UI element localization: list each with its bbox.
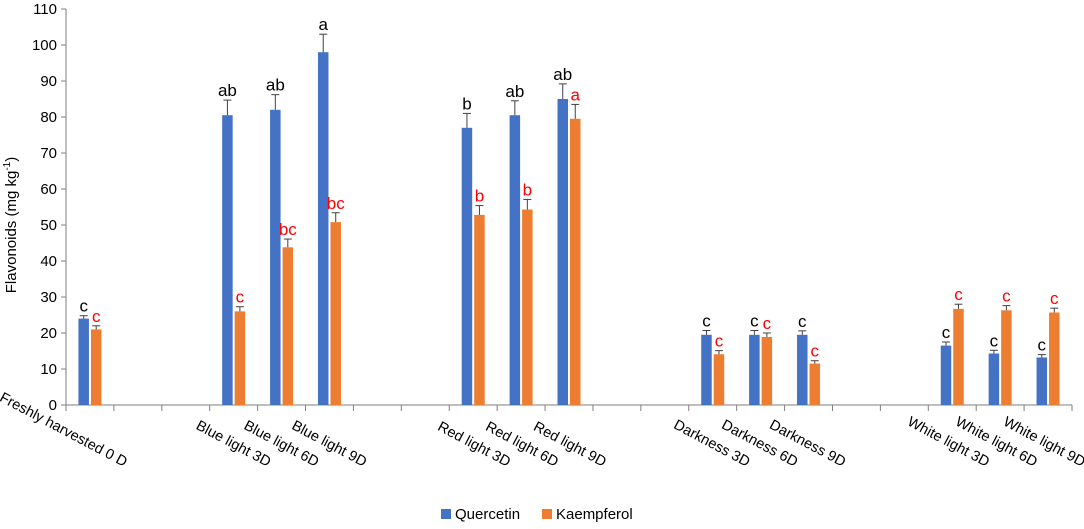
quercetin-bar [701, 334, 712, 405]
quercetin-significance-label: ab [218, 81, 237, 100]
kaempferol-bar [330, 222, 341, 405]
quercetin-bar [797, 334, 808, 405]
kaempferol-bar [1001, 310, 1012, 405]
y-tick-label: 110 [33, 1, 57, 18]
y-tick-label: 90 [40, 73, 57, 90]
legend-swatch-kaempferol [542, 509, 552, 519]
quercetin-significance-label: c [79, 297, 88, 316]
quercetin-bar [222, 115, 233, 405]
kaempferol-significance-label: a [571, 85, 581, 104]
quercetin-significance-label: c [798, 312, 807, 331]
kaempferol-bar [474, 214, 485, 405]
kaempferol-significance-label: c [954, 285, 963, 304]
bars-layer [78, 33, 1060, 406]
legend: Quercetin Kaempferol [441, 506, 633, 523]
quercetin-significance-label: c [750, 311, 759, 330]
kaempferol-bar [90, 329, 102, 405]
y-tick-label: 40 [40, 253, 57, 270]
y-axis-title: Flavonoids (mg kg-1) [2, 157, 20, 293]
quercetin-significance-label: c [1038, 336, 1047, 355]
y-tick-label: 100 [32, 37, 57, 54]
quercetin-significance-label: b [462, 94, 471, 113]
quercetin-bar [461, 127, 473, 406]
axes: 0 10 20 30 40 50 60 70 80 90 100 110 [32, 1, 1073, 414]
kaempferol-bar [809, 363, 821, 405]
quercetin-bar [1036, 357, 1048, 405]
quercetin-significance-label: a [318, 15, 328, 34]
quercetin-bar [988, 353, 1000, 405]
y-axis-title-close: ) [3, 157, 20, 162]
y-tick-label: 70 [40, 145, 57, 162]
kaempferol-significance-label: bc [327, 194, 345, 213]
quercetin-bar [317, 52, 329, 405]
legend-label-quercetin: Quercetin [455, 506, 520, 523]
kaempferol-significance-label: c [811, 342, 820, 361]
kaempferol-significance-label: b [475, 187, 484, 206]
quercetin-significance-label: c [942, 323, 951, 342]
quercetin-bar [940, 345, 952, 405]
y-tick-label: 60 [40, 181, 57, 198]
quercetin-bar [557, 99, 568, 405]
kaempferol-significance-label: c [763, 314, 772, 333]
kaempferol-bar [570, 118, 581, 406]
kaempferol-bar [761, 336, 773, 405]
kaempferol-significance-label: c [1050, 289, 1059, 308]
kaempferol-significance-label: c [715, 332, 724, 351]
y-tick-label: 0 [49, 397, 57, 414]
kaempferol-bar [522, 209, 533, 405]
kaempferol-bar [953, 308, 964, 405]
quercetin-bar [749, 334, 760, 405]
kaempferol-significance-label: b [523, 180, 532, 199]
kaempferol-bar [713, 354, 725, 405]
kaempferol-significance-label: c [1002, 287, 1011, 306]
y-tick-label: 20 [40, 325, 57, 342]
quercetin-significance-label: ab [266, 76, 285, 95]
y-tick-label: 10 [40, 361, 57, 378]
x-category-label: White light 3D [905, 414, 992, 471]
quercetin-bar [509, 115, 521, 405]
quercetin-bar [78, 318, 89, 405]
y-tick-label: 50 [40, 217, 57, 234]
kaempferol-bar [282, 247, 294, 405]
y-tick-label: 80 [40, 109, 57, 126]
quercetin-significance-label: ab [505, 82, 524, 101]
legend-label-kaempferol: Kaempferol [556, 506, 633, 523]
kaempferol-significance-label: bc [279, 220, 297, 239]
quercetin-significance-label: ab [553, 65, 572, 84]
y-axis-title-main: Flavonoids (mg kg [3, 171, 20, 294]
kaempferol-bar [234, 311, 246, 405]
kaempferol-significance-label: c [236, 288, 245, 307]
kaempferol-significance-label: c [92, 307, 101, 326]
y-axis-title-superscript: -1 [2, 161, 13, 170]
x-category-label: Freshly harvested 0 D [0, 390, 130, 471]
quercetin-significance-label: c [990, 331, 999, 350]
legend-swatch-quercetin [441, 509, 451, 519]
quercetin-bar [270, 109, 281, 406]
y-tick-label: 30 [40, 289, 57, 306]
quercetin-significance-label: c [702, 311, 711, 330]
kaempferol-bar [1049, 312, 1060, 405]
